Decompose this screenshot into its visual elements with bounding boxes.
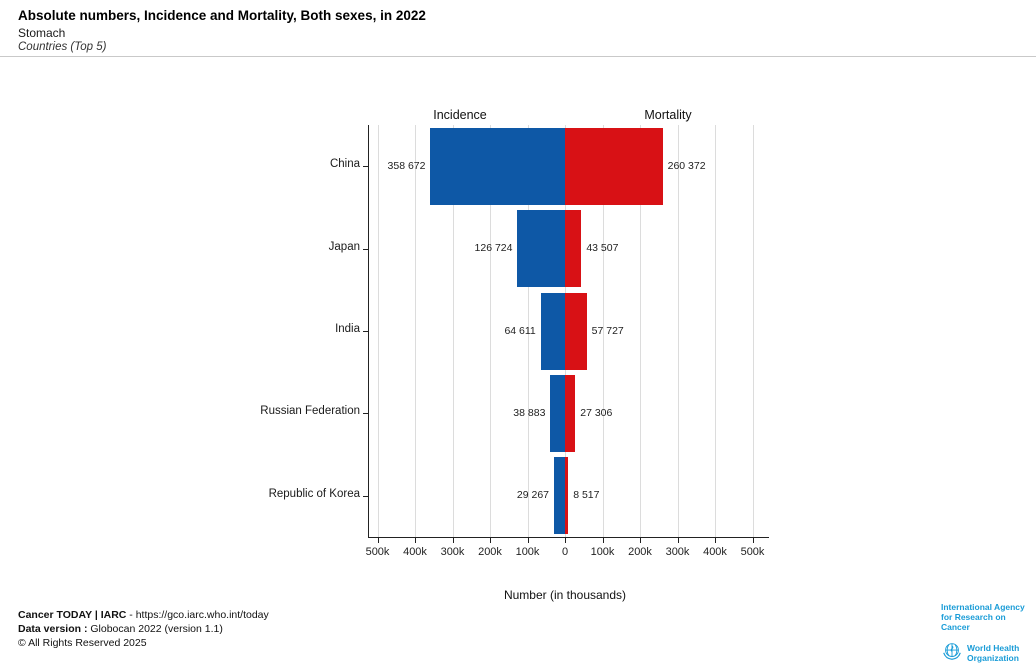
x-axis-tick	[377, 538, 379, 543]
incidence-value-label-china: 358 672	[387, 159, 426, 172]
x-tick-label: 200k	[628, 546, 652, 558]
gridline	[377, 125, 379, 537]
y-axis-tick	[363, 331, 368, 332]
who-logo: World Health Organization	[941, 640, 1036, 667]
x-axis-tick	[640, 538, 641, 543]
mortality-value-label-republic-of-korea: 8 517	[573, 489, 600, 502]
incidence-series-header: Incidence	[433, 108, 487, 122]
footer-line-source: Cancer TODAY | IARC - https://gco.iarc.w…	[18, 608, 269, 622]
page-subtitle-cancer-site: Stomach	[18, 26, 66, 40]
footer: Cancer TODAY | IARC - https://gco.iarc.w…	[18, 608, 269, 650]
country-label-republic-of-korea: Republic of Korea	[268, 487, 360, 500]
footer-app-name: Cancer TODAY | IARC	[18, 609, 127, 621]
incidence-value-label-russian-federation: 38 883	[513, 406, 546, 419]
gridline	[677, 125, 679, 537]
y-axis-tick	[363, 413, 368, 415]
iarc-logo-line1: International Agency	[941, 602, 1025, 612]
x-tick-label: 300k	[440, 546, 465, 558]
country-label-china: China	[329, 158, 360, 171]
mortality-bar-india[interactable]	[565, 292, 587, 370]
footer-data-version-value: Globocan 2022 (version 1.1)	[87, 623, 223, 635]
x-axis-tick	[602, 538, 604, 543]
x-axis-tick	[677, 538, 679, 543]
mortality-bar-russian-federation[interactable]	[565, 374, 576, 452]
incidence-value-label-republic-of-korea: 29 267	[516, 489, 550, 502]
country-label-india: India	[335, 323, 360, 335]
x-axis-title: Number (in thousands)	[503, 588, 627, 602]
mortality-value-label-india: 57 727	[591, 324, 624, 337]
gridline	[452, 125, 454, 537]
mortality-bar-republic-of-korea[interactable]	[565, 457, 569, 535]
y-axis-tick	[363, 166, 368, 168]
x-axis-tick	[527, 538, 529, 543]
org-logos: International Agency for Research on Can…	[941, 602, 1036, 667]
x-tick-label: 0	[561, 546, 569, 558]
mortality-bar-china[interactable]	[565, 127, 663, 205]
gridline	[415, 125, 416, 537]
x-tick-label: 400k	[403, 546, 427, 558]
incidence-bar-japan[interactable]	[517, 210, 565, 288]
who-logo-line1: World Health	[967, 643, 1020, 653]
gridline	[715, 125, 716, 537]
who-emblem-icon	[941, 640, 963, 667]
incidence-value-label-india: 64 611	[504, 324, 536, 337]
footer-line-data-version: Data version : Globocan 2022 (version 1.…	[18, 622, 269, 636]
country-label-russian-federation: Russian Federation	[260, 405, 360, 418]
x-axis-line	[368, 537, 769, 538]
country-label-japan: Japan	[328, 240, 360, 253]
incidence-bar-china[interactable]	[430, 127, 565, 205]
who-logo-text: World Health Organization	[967, 643, 1020, 663]
gridline	[602, 125, 604, 537]
x-axis-tick	[752, 538, 754, 543]
x-tick-label: 400k	[703, 546, 727, 558]
x-tick-label: 100k	[515, 546, 540, 558]
plot-area: Incidence Mortality Number (in thousands…	[368, 108, 768, 602]
mortality-bar-japan[interactable]	[565, 210, 582, 288]
incidence-bar-russian-federation[interactable]	[550, 374, 565, 452]
footer-data-version-label: Data version :	[18, 623, 88, 635]
x-axis-tick	[565, 538, 566, 543]
gridline	[752, 125, 754, 537]
mortality-value-label-russian-federation: 27 306	[580, 406, 613, 419]
iarc-logo-text: International Agency for Research on Can…	[941, 602, 1036, 632]
x-tick-label: 200k	[478, 546, 502, 558]
footer-url: - https://gco.iarc.who.int/today	[126, 609, 269, 621]
y-axis-tick	[363, 248, 368, 250]
y-axis-line	[368, 125, 369, 538]
page-title: Absolute numbers, Incidence and Mortalit…	[18, 8, 426, 23]
x-tick-label: 500k	[740, 546, 765, 558]
x-axis-tick	[715, 538, 716, 543]
incidence-bar-republic-of-korea[interactable]	[554, 457, 565, 535]
mortality-value-label-china: 260 372	[667, 159, 706, 172]
incidence-value-label-japan: 126 724	[474, 242, 513, 255]
gridline	[490, 125, 491, 537]
gridline	[640, 125, 641, 537]
page-scope: Countries (Top 5)	[18, 41, 107, 53]
footer-line-copyright: © All Rights Reserved 2025	[18, 637, 147, 649]
mortality-value-label-japan: 43 507	[586, 242, 619, 255]
iarc-logo-line2: for Research on Cancer	[941, 612, 1006, 632]
x-axis-tick	[490, 538, 491, 543]
x-axis-tick	[452, 538, 454, 543]
x-tick-label: 100k	[590, 546, 615, 558]
y-axis-tick	[363, 495, 368, 497]
incidence-bar-india[interactable]	[540, 292, 565, 370]
x-tick-label: 500k	[365, 546, 390, 558]
header-divider	[0, 56, 1036, 57]
x-tick-label: 300k	[665, 546, 690, 558]
who-logo-line2: Organization	[967, 652, 1019, 663]
mortality-series-header: Mortality	[644, 108, 692, 122]
x-axis-tick	[415, 538, 416, 543]
gridline	[527, 125, 529, 537]
